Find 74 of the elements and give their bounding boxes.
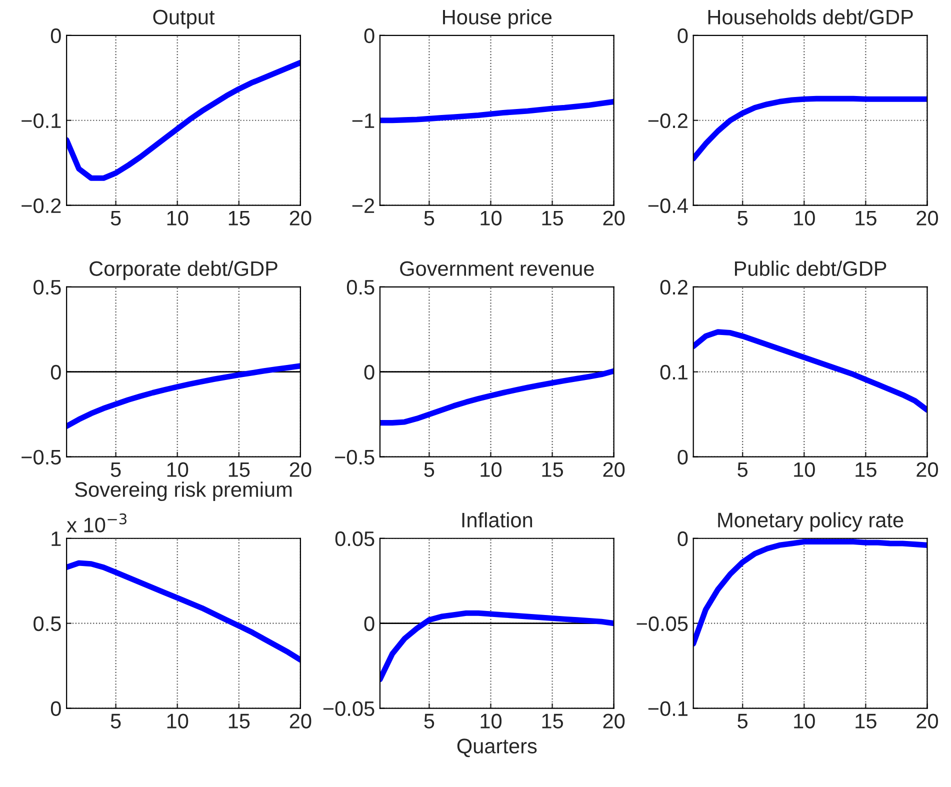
x-tick-label: 15 <box>542 714 564 728</box>
chart-title: House price <box>443 9 552 29</box>
x-tick-label: 15 <box>228 210 250 226</box>
x-tick-label: 15 <box>856 462 876 477</box>
x-tick-label: 5 <box>424 714 434 728</box>
x-tick-label: 10 <box>480 714 502 728</box>
x-tick-label: 20 <box>603 210 625 226</box>
x-tick-label: 5 <box>738 462 748 477</box>
chart-title: Output <box>153 10 215 29</box>
y-tick-label: −0.2 <box>22 198 61 214</box>
y-tick-label: −0.05 <box>323 701 374 716</box>
y-tick-label: 0.1 <box>660 364 688 380</box>
x-tick-label: 15 <box>856 714 876 728</box>
x-tick-label: 20 <box>603 462 625 477</box>
text: x 10$^{−3}$ <box>66 513 126 532</box>
x-tick-label: 5 <box>738 210 748 226</box>
x-tick-label: 15 <box>228 714 250 728</box>
x-tick-label: 10 <box>167 714 188 728</box>
y-tick-label: −0.1 <box>22 113 61 128</box>
x-tick-label: 10 <box>794 714 815 728</box>
y-tick-label: −0.05 <box>636 616 688 632</box>
y-tick-label: −1 <box>352 114 374 128</box>
x-tick-label: 5 <box>738 714 748 728</box>
chart-title: Public debt/GDP <box>734 260 886 276</box>
y-tick-label: 0.5 <box>34 280 61 295</box>
y-tick-label: 1 <box>52 532 61 546</box>
y-tick-label: 0 <box>50 28 61 44</box>
y-tick-label: −2 <box>352 198 374 213</box>
x-tick-label: 20 <box>290 714 312 728</box>
x-tick-label: 10 <box>480 210 502 226</box>
y-tick-label: 0 <box>678 28 688 44</box>
y-tick-label: 0 <box>364 28 374 44</box>
x-tick-label: 10 <box>794 210 815 226</box>
chart-title: Corporate debt/GDP <box>90 260 278 280</box>
y-tick-label: −0.1 <box>648 701 688 716</box>
y-tick-label: −0.4 <box>648 198 688 214</box>
y-tick-label: 0.5 <box>346 280 374 295</box>
chart-title: Inflation <box>462 512 532 528</box>
x-axis-title: Quarters <box>457 738 537 758</box>
x-tick-label: 20 <box>290 462 312 477</box>
chart-title: Government revenue <box>400 261 594 276</box>
y-tick-label: 0 <box>678 450 688 465</box>
y-tick-label: 0 <box>364 616 374 632</box>
y-tick-label: −0.2 <box>648 113 688 128</box>
y-tick-label: 0 <box>678 531 688 546</box>
chart-title: Sovereing risk premium <box>75 482 292 502</box>
y-tick-label: 0 <box>50 364 61 380</box>
y-tick-label: 0 <box>364 364 374 380</box>
y-tick-label: 0.5 <box>34 616 61 632</box>
x-tick-label: 5 <box>110 714 121 728</box>
x-tick-label: 5 <box>424 210 434 226</box>
chart-title: Households debt/GDP <box>708 9 913 25</box>
x-tick-label: 15 <box>228 462 250 477</box>
x-tick-label: 15 <box>542 210 564 226</box>
y-tick-label: 0.2 <box>660 280 688 295</box>
x-tick-label: 20 <box>916 210 938 226</box>
x-tick-label: 5 <box>110 210 121 226</box>
x-tick-label: 20 <box>290 210 312 226</box>
y-tick-label: 0.05 <box>335 531 374 546</box>
x-tick-label: 5 <box>110 462 121 477</box>
x-tick-label: 10 <box>794 462 815 477</box>
y-tick-label: −0.5 <box>22 450 61 465</box>
x-tick-label: 15 <box>542 462 564 477</box>
x-tick-label: 10 <box>167 210 188 226</box>
x-tick-label: 20 <box>916 714 938 728</box>
y-tick-label: −0.5 <box>335 450 374 465</box>
x-tick-label: 20 <box>916 462 938 477</box>
y-tick-label: 0 <box>50 701 61 716</box>
chart-title: Monetary policy rate <box>718 512 904 532</box>
x-tick-label: 20 <box>603 714 625 728</box>
x-tick-label: 15 <box>856 210 876 226</box>
x-tick-label: 10 <box>480 462 502 477</box>
x-tick-label: 5 <box>424 462 434 477</box>
x-tick-label: 10 <box>167 462 188 477</box>
